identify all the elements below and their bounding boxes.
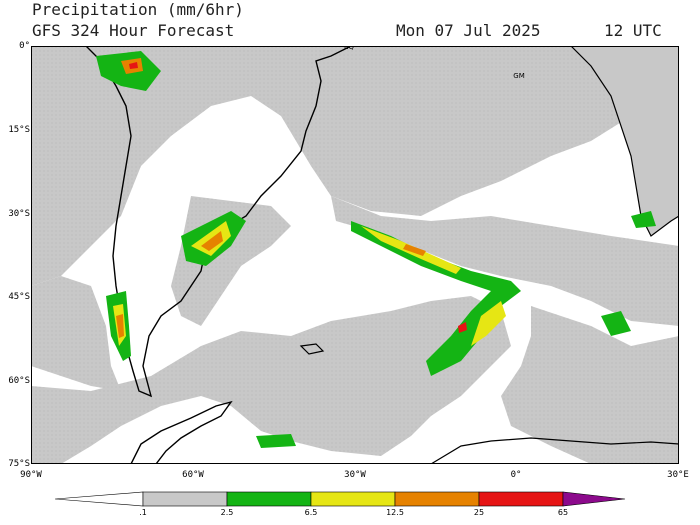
legend-swatch-6 bbox=[562, 491, 626, 507]
south-america-coastline bbox=[85, 46, 352, 398]
legend-tick-2: 6.5 bbox=[304, 508, 318, 517]
extreme-precip-areas bbox=[129, 62, 467, 333]
antarctic-peninsula bbox=[130, 400, 233, 464]
precip-area-north bbox=[31, 46, 679, 286]
legend-swatch-5 bbox=[478, 491, 564, 507]
legend-swatch-4 bbox=[394, 491, 480, 507]
lat-label-15s: 15°S bbox=[8, 125, 30, 135]
lon-label-30e: 30°E bbox=[667, 470, 689, 480]
map-frame bbox=[31, 46, 679, 464]
lon-label-60w: 60°W bbox=[182, 470, 204, 480]
lat-label-45s: 45°S bbox=[8, 292, 30, 302]
band-atlantic-orange bbox=[403, 244, 426, 256]
lat-label-0: 0° bbox=[19, 41, 30, 51]
legend-tick-4: 25 bbox=[473, 508, 485, 517]
falkland-islands bbox=[299, 343, 325, 355]
valid-time: 12 UTC bbox=[604, 21, 662, 40]
lat-label-75s: 75°S bbox=[8, 459, 30, 469]
area-africa-green bbox=[631, 211, 656, 228]
lon-label-0: 0° bbox=[510, 470, 522, 480]
valid-date: Mon 07 Jul 2025 bbox=[396, 21, 541, 40]
area-plata-orange bbox=[201, 231, 223, 251]
legend-colorbar bbox=[55, 491, 626, 507]
area-southeast-green bbox=[601, 311, 631, 336]
very-heavy-precip-areas bbox=[116, 58, 426, 338]
precip-area-southeast bbox=[501, 306, 679, 464]
lat-label-30s: 30°S bbox=[8, 209, 30, 219]
equator-label: EQ bbox=[344, 46, 354, 51]
legend-tick-5: 65 bbox=[557, 508, 569, 517]
legend-tick-1: 2.5 bbox=[220, 508, 234, 517]
precip-area-west-coast bbox=[31, 276, 121, 391]
legend-swatch-3 bbox=[310, 491, 396, 507]
area-atlantic-yellow bbox=[471, 301, 506, 346]
greenwich-label: GM bbox=[513, 72, 524, 80]
area-north-red bbox=[129, 62, 138, 69]
legend-tick-3: 12.5 bbox=[386, 508, 404, 517]
legend-swatch-0 bbox=[55, 491, 144, 507]
precip-area-south bbox=[31, 296, 511, 464]
legend-swatch-1 bbox=[142, 491, 228, 507]
lon-label-30w: 30°W bbox=[344, 470, 366, 480]
antarctica-coast bbox=[430, 437, 679, 464]
lon-label-90w: 90°W bbox=[20, 470, 42, 480]
light-precip-areas bbox=[31, 46, 679, 464]
chart-title: Precipitation (mm/6hr) bbox=[32, 0, 244, 19]
lat-label-60s: 60°S bbox=[8, 376, 30, 386]
area-south-green bbox=[256, 434, 296, 448]
area-atlantic-red bbox=[458, 322, 467, 333]
area-patagonia-orange bbox=[116, 314, 124, 338]
precipitation-map: EQ GM bbox=[31, 46, 679, 464]
legend-swatch-2 bbox=[226, 491, 312, 507]
forecast-subtitle: GFS 324 Hour Forecast bbox=[32, 21, 235, 40]
legend-tick-0: .1 bbox=[139, 508, 147, 517]
precip-area-atlantic bbox=[331, 196, 679, 326]
